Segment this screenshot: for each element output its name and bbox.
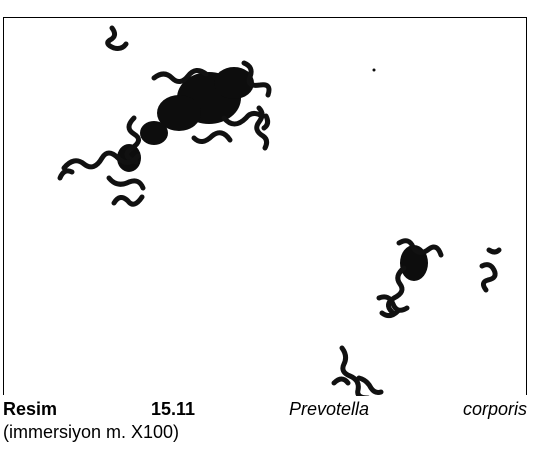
micrograph-frame xyxy=(3,17,527,396)
figure-label: Resim 15.11 xyxy=(3,399,196,419)
caption-note: (immersiyon m. X100) xyxy=(3,422,180,442)
micrograph xyxy=(57,25,502,396)
species-name: Prevotella corporis xyxy=(288,399,527,419)
caption-line: Resim 15.11 Prevotella corporis xyxy=(3,398,527,420)
bacteria-clusters xyxy=(57,25,502,396)
